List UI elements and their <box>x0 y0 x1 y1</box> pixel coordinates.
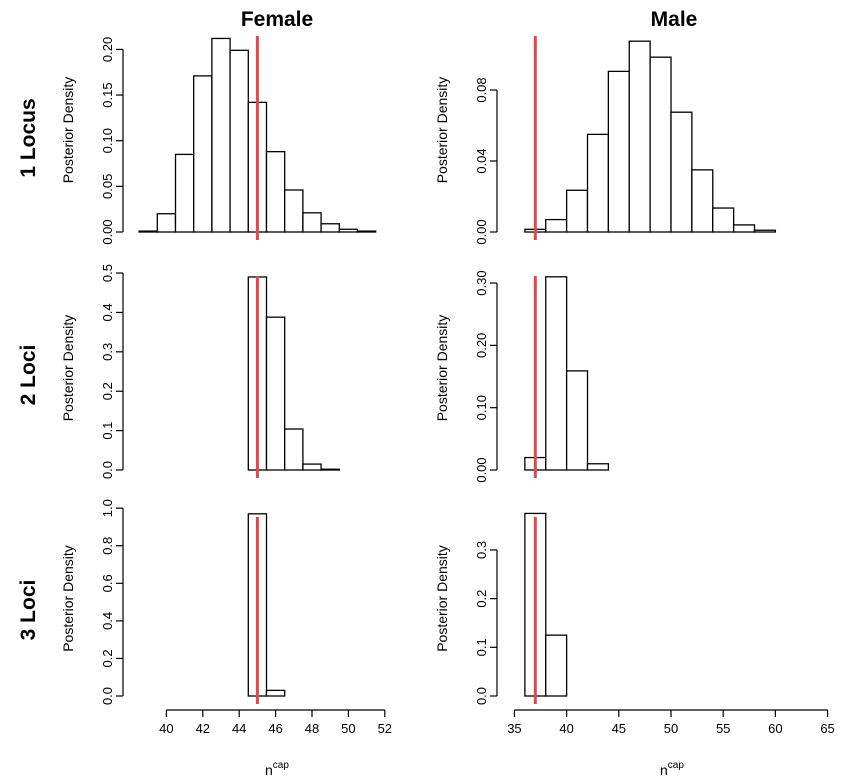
y-tick-label: 0.3 <box>100 343 115 361</box>
histogram-bar <box>545 634 568 697</box>
y-tick-label: 0.30 <box>474 270 489 295</box>
x-tick-label: 35 <box>507 721 521 736</box>
column-title-female: Female <box>241 8 313 31</box>
y-tick-label: 0.4 <box>100 612 115 630</box>
column-title-male: Male <box>651 8 698 31</box>
panel-female-2-loci: 0.0 0.1 0.2 0.3 0.4 0.5 Posterior Density <box>60 264 340 479</box>
y-tick-label: 0.2 <box>100 649 115 667</box>
histogram-bar <box>174 153 195 233</box>
y-tick-label: 0.08 <box>474 77 489 102</box>
y-tick-label: 0.15 <box>100 82 115 107</box>
histogram-bar <box>753 229 777 233</box>
x-tick-label: 48 <box>305 721 319 736</box>
histogram-bar <box>712 207 735 233</box>
histogram-bar <box>628 40 651 233</box>
histogram-bar <box>284 189 304 233</box>
y-tick-label: 0.10 <box>474 395 489 420</box>
histogram-bar <box>284 428 304 471</box>
y-tick-label: 0.00 <box>474 219 489 244</box>
x-tick-label: 52 <box>378 721 392 736</box>
y-axis-label: Posterior Density <box>434 545 450 652</box>
y-tick-label: 0.4 <box>100 303 115 321</box>
histogram-bar <box>338 228 359 233</box>
y-tick-label: 0.8 <box>100 537 115 555</box>
y-tick-label: 1.0 <box>100 499 115 517</box>
x-tick-label: 44 <box>232 721 246 736</box>
panel-male-1-locus: 0.00 0.04 0.08 Posterior Density <box>434 36 777 245</box>
y-axis-label: Posterior Density <box>60 315 76 422</box>
y-tick-label: 0.5 <box>100 264 115 282</box>
panel-male-3-loci: 0.0 0.1 0.2 0.3 Posterior Density 35 40 45 50 55 6… <box>434 512 835 736</box>
histogram-bar <box>229 49 249 233</box>
histogram-bar <box>586 133 610 233</box>
histogram-bar <box>670 111 693 233</box>
y-tick-label: 0.2 <box>100 382 115 400</box>
x-axis-label-female: ncap <box>265 760 289 778</box>
histogram-bar <box>211 37 231 233</box>
histogram-bar <box>156 213 177 233</box>
histogram-bar <box>302 463 322 471</box>
x-tick-label: 65 <box>820 721 834 736</box>
y-tick-label: 0.04 <box>474 148 489 173</box>
y-tick-label: 0.6 <box>100 574 115 592</box>
histogram-bar <box>565 189 589 233</box>
y-tick-label: 0.1 <box>100 422 115 440</box>
histogram-bar <box>193 75 213 233</box>
histogram-bar <box>302 212 322 233</box>
x-tick-label: 55 <box>716 721 730 736</box>
y-tick-label: 0.10 <box>100 128 115 153</box>
y-tick-label: 0.20 <box>100 37 115 62</box>
row-title-1-locus: 1 Locus <box>17 98 40 177</box>
x-tick-label: 45 <box>612 721 626 736</box>
histogram-bar <box>649 56 672 233</box>
x-tick-label: 40 <box>159 721 173 736</box>
row-title-2-loci: 2 Loci <box>17 345 40 406</box>
panel-female-3-loci: 0.0 0.2 0.4 0.6 0.8 1.0 Posterior Density 40 42 4… <box>60 499 392 736</box>
y-tick-label: 0.20 <box>474 333 489 358</box>
y-tick-label: 0.05 <box>100 174 115 199</box>
histogram-bar <box>565 370 589 471</box>
panel-female-1-locus: 0.00 0.05 0.10 0.15 0.20 Posterior Density <box>60 36 377 245</box>
histogram-bar <box>545 276 568 471</box>
histogram-bar <box>320 223 340 233</box>
y-tick-label: 0.1 <box>474 638 489 656</box>
histogram-bar <box>545 218 568 233</box>
histogram-bar <box>320 468 340 471</box>
row-title-3-loci: 3 Loci <box>17 580 40 641</box>
histogram-bar <box>691 169 714 233</box>
histogram-bar <box>732 224 756 233</box>
y-tick-label: 0.0 <box>100 687 115 705</box>
y-axis-label: Posterior Density <box>60 77 76 184</box>
x-tick-label: 42 <box>196 721 210 736</box>
x-tick-label: 50 <box>341 721 355 736</box>
histogram-bar <box>138 230 158 233</box>
y-axis-label: Posterior Density <box>434 77 450 184</box>
x-tick-label: 46 <box>268 721 282 736</box>
y-tick-label: 0.3 <box>474 541 489 559</box>
x-tick-label: 60 <box>768 721 782 736</box>
y-tick-label: 0.00 <box>100 219 115 244</box>
x-axis-label-male: ncap <box>660 760 684 778</box>
y-axis-label: Posterior Density <box>60 545 76 652</box>
x-tick-label: 40 <box>559 721 573 736</box>
histogram-bar <box>607 70 630 233</box>
y-tick-label: 0.00 <box>474 457 489 482</box>
histogram-bar <box>265 151 286 233</box>
histogram-bar <box>586 463 610 471</box>
panel-male-2-loci: 0.00 0.10 0.20 0.30 Posterior Density <box>434 270 610 483</box>
histogram-bar <box>265 689 286 697</box>
y-tick-label: 0.0 <box>474 687 489 705</box>
y-tick-label: 0.0 <box>100 461 115 479</box>
histogram-bar <box>356 230 377 233</box>
x-tick-label: 50 <box>664 721 678 736</box>
histogram-bar <box>265 316 286 471</box>
y-axis-label: Posterior Density <box>434 315 450 422</box>
y-tick-label: 0.2 <box>474 590 489 608</box>
